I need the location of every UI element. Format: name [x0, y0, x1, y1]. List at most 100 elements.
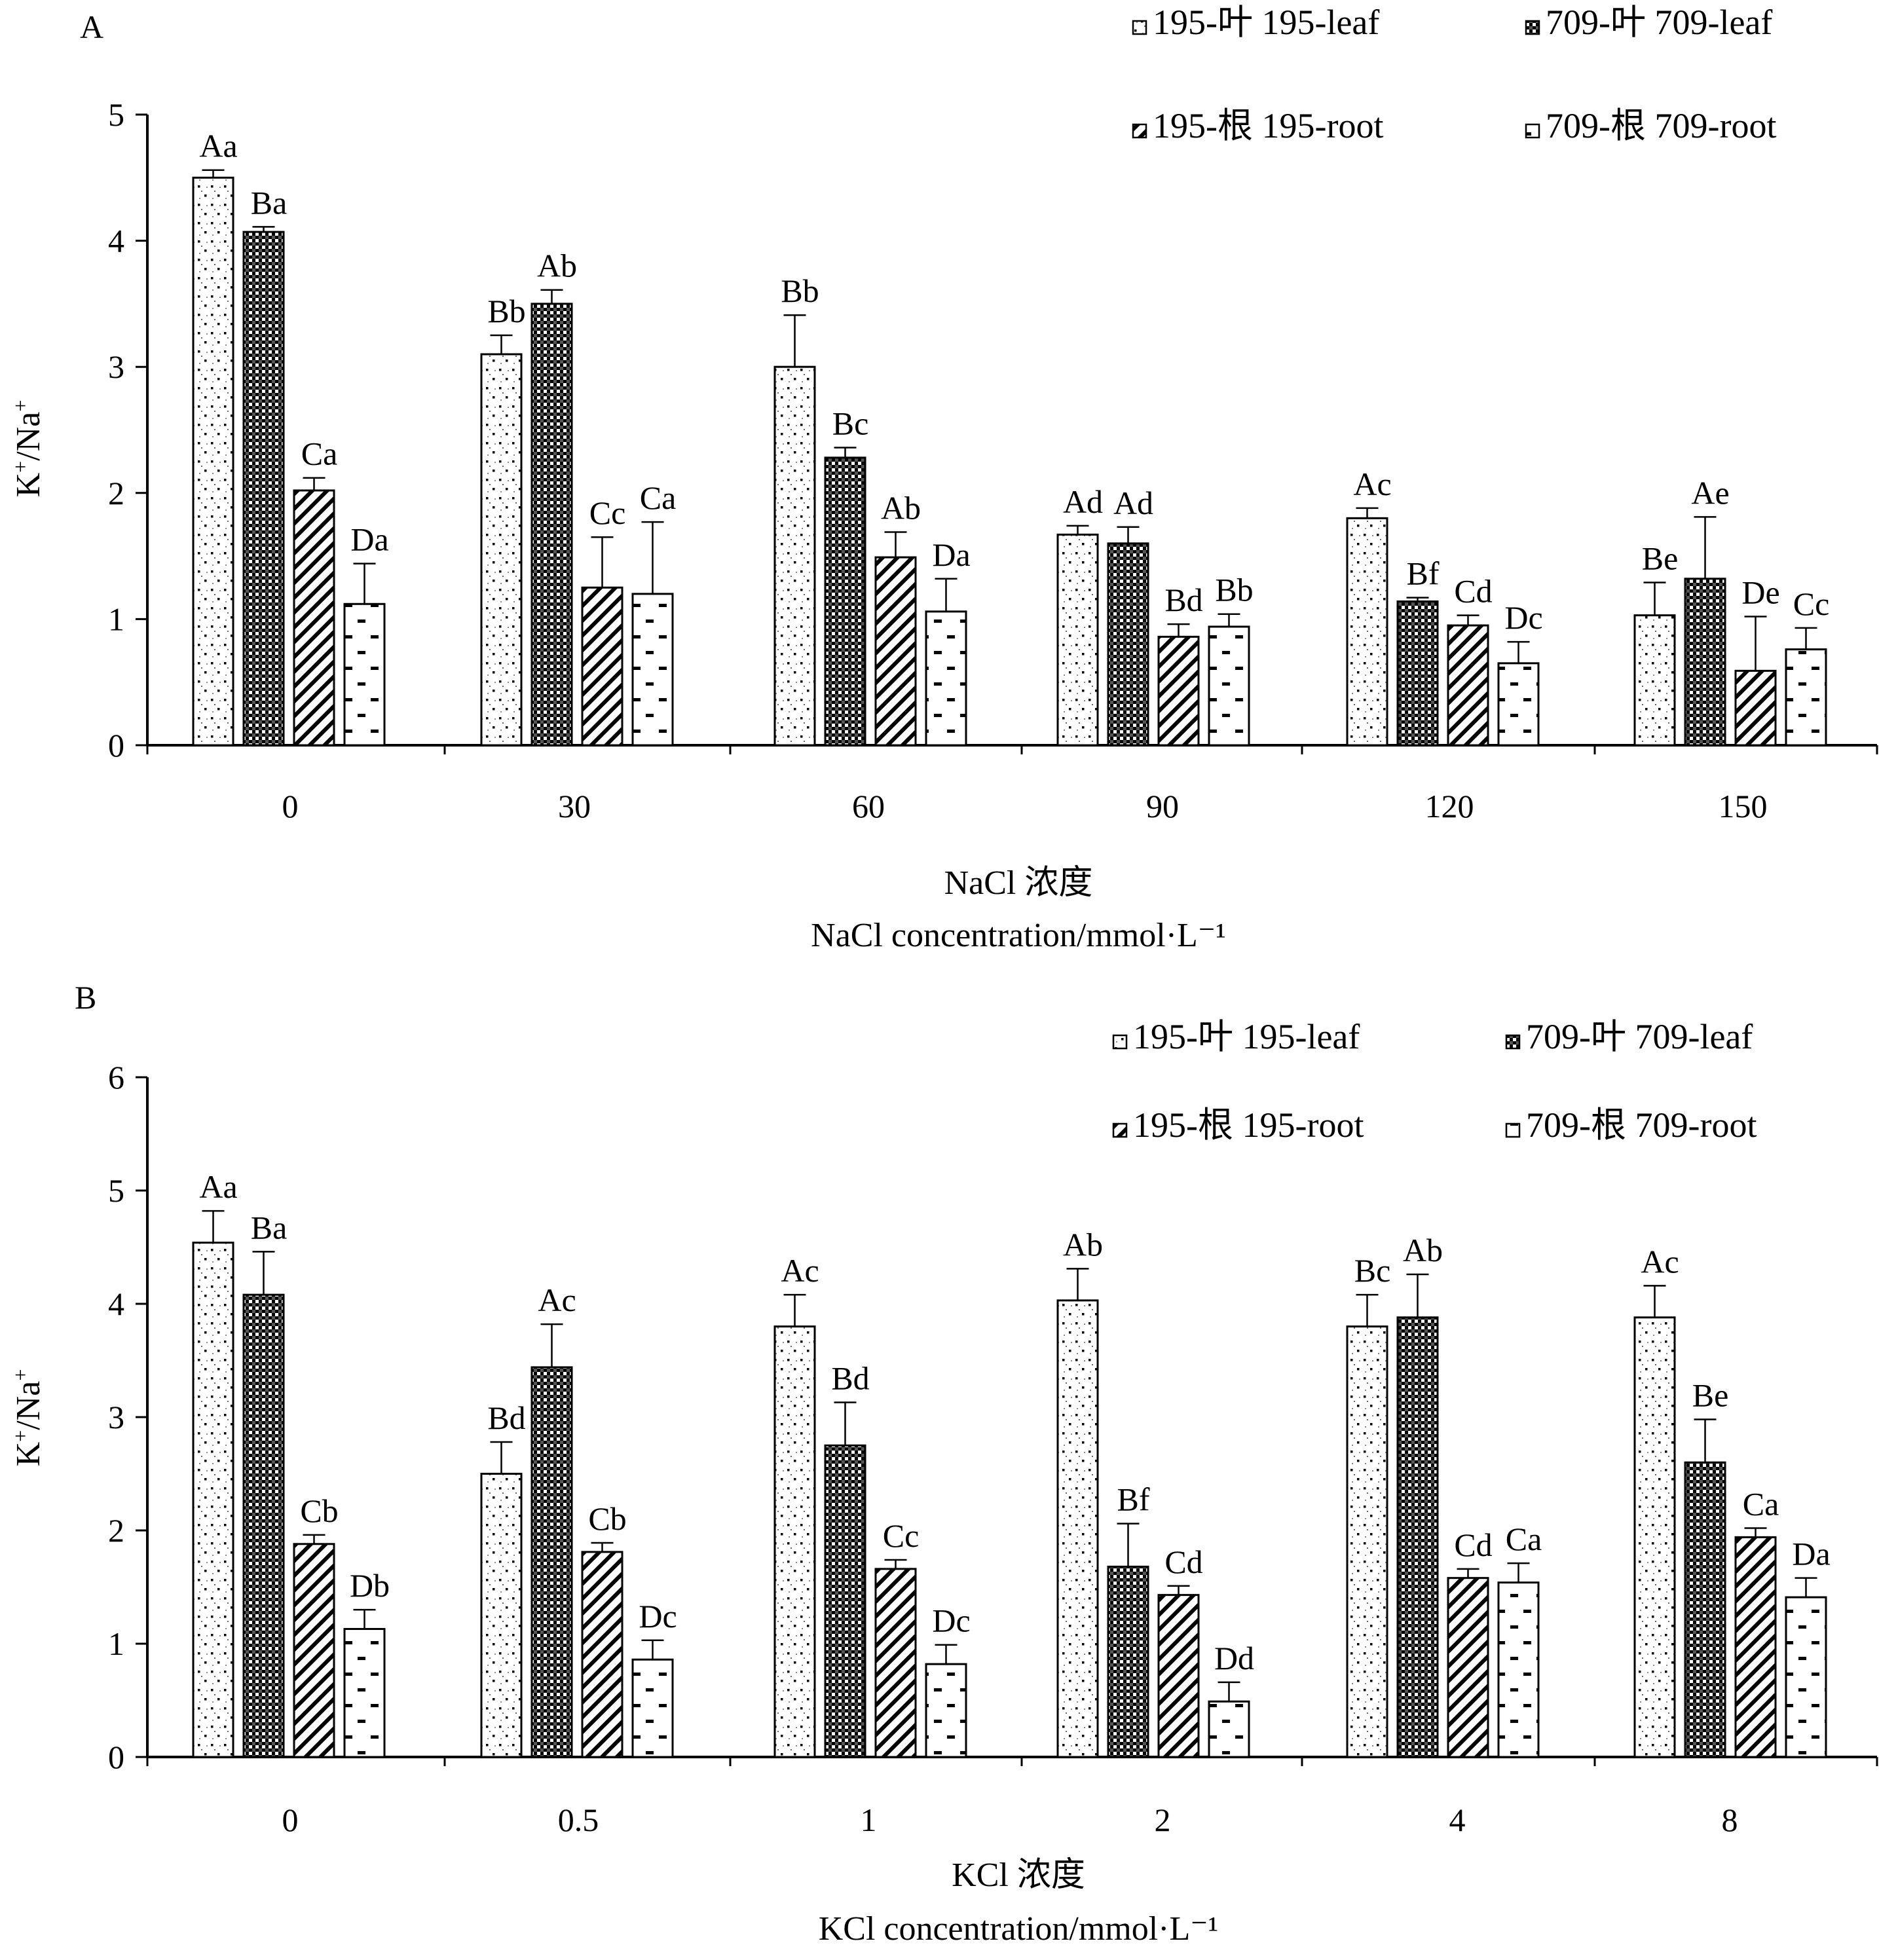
panel-a-legend-label-195-root: 195-根 195-root [1153, 106, 1383, 145]
panel-b-significance-label: Da [1792, 1536, 1830, 1572]
panel-a-bar-709-leaf-90 [1107, 542, 1149, 747]
panel-b-x-ticks: 0 0.5 1 2 4 8 [146, 1757, 1878, 1838]
panel-b-bar-709-leaf-0.5 [530, 1366, 573, 1758]
panel-b-significance-label: Ab [1063, 1226, 1103, 1263]
panel-a-legend-swatch-195-root [1132, 123, 1147, 139]
panel-b-legend-label-195-leaf: 195-叶 195-leaf [1133, 1017, 1360, 1056]
panel-b-bar-195-root-1 [874, 1568, 917, 1758]
panel-a-legend-label-709-root: 709-根 709-root [1546, 106, 1776, 145]
panel-b-significance-label: Bd [487, 1399, 525, 1436]
panel-b-bar-709-root-0.5 [631, 1658, 674, 1758]
panel-b-bar-709-root-2 [1208, 1700, 1250, 1758]
panel-a-x-tick-label: 150 [1719, 788, 1768, 824]
panel-b-bar-709-root-0 [343, 1628, 386, 1758]
panel-a-bar-195-root-60 [874, 556, 917, 747]
panel-a-x-ticks: 0 30 60 90 120 150 [146, 745, 1878, 824]
panel-a-bar-709-root-120 [1497, 662, 1540, 747]
panel-a-significance-label: Ad [1063, 483, 1103, 520]
panel-b-significance-label: Cb [300, 1492, 338, 1529]
panel-a-y-tick-label: 5 [108, 96, 124, 133]
panel-a-y-tick-label: 4 [108, 223, 124, 259]
panel-b-legend-label-195-root: 195-根 195-root [1133, 1105, 1364, 1145]
panel-a-legend-swatch-195-leaf [1132, 20, 1147, 35]
panel-a-significance-label: Ab [881, 490, 921, 527]
panel-b-y-tick-label: 6 [108, 1059, 124, 1096]
panel-b-bars: Aa Ba Cb Db Bd Ac Cb Dc Ac Bd Cc Dc Ab Bf Cd Dd Bc Ab Cd Ca… [192, 1168, 1831, 1758]
panel-a-bar-195-root-120 [1447, 624, 1489, 747]
panel-a-significance-label: Ca [640, 479, 677, 516]
panel-a-significance-label: Ca [301, 435, 338, 472]
panel-a-x-axis-title-en: NaCl concentration/mmol·L⁻¹ [811, 917, 1226, 954]
panel-b-x-tick-label: 4 [1449, 1802, 1466, 1838]
panel-a-significance-label: Bb [487, 293, 525, 329]
panel-b-label: B [75, 979, 96, 1016]
panel-b-bar-195-leaf-8 [1633, 1316, 1676, 1758]
panel-a-significance-label: Da [932, 536, 970, 573]
panel-b-y-ticks: 0 1 2 3 4 5 6 [108, 1059, 147, 1775]
panel-b-bar-195-root-0 [293, 1543, 335, 1758]
panel-b-significance-label: Be [1692, 1377, 1729, 1413]
panel-a-significance-label: Be [1642, 540, 1679, 577]
panel-a-y-tick-label: 3 [108, 348, 124, 385]
panel-b-bar-709-leaf-4 [1396, 1316, 1439, 1758]
panel-a-legend-swatch-709-leaf [1525, 20, 1540, 35]
panel-b-x-tick-label: 8 [1722, 1802, 1738, 1838]
panel-b-bar-195-root-4 [1447, 1577, 1489, 1758]
panel-b-significance-label: Bd [831, 1360, 869, 1397]
panel-b-significance-label: Ac [781, 1252, 819, 1289]
panel-a-y-axis-title: K+/Na+ [9, 400, 47, 498]
panel-a-legend: 195-叶 195-leaf 709-叶 709-leaf 195-根 195-ro… [1132, 3, 1776, 145]
panel-a: A 0 1 2 3 4 5 0 30 60 90 120 150 Aa Ba Ca Da Bb Ab Cc Ca B… [9, 3, 1878, 954]
panel-a-x-tick-label: 60 [852, 788, 885, 824]
panel-b-x-tick-label: 0.5 [558, 1802, 599, 1838]
panel-b: B 0 1 2 3 4 5 6 0 0.5 1 2 4 8 Aa Ba Cb Db Bd Ac Cb Dc Ac Bd C… [9, 979, 1878, 1948]
panel-b-x-tick-label: 2 [1155, 1802, 1171, 1838]
panel-b-significance-label: Dd [1214, 1640, 1254, 1676]
panel-a-bar-195-root-0 [293, 489, 335, 747]
panel-b-significance-label: Ba [251, 1209, 288, 1246]
panel-b-bar-195-root-2 [1157, 1594, 1200, 1758]
panel-b-significance-label: Dc [932, 1602, 970, 1639]
panel-a-significance-label: Bb [1215, 572, 1253, 608]
panel-b-bar-195-leaf-0.5 [480, 1473, 523, 1758]
panel-a-significance-label: Ba [251, 184, 288, 221]
panel-b-significance-label: Cd [1454, 1526, 1492, 1563]
panel-a-x-tick-label: 30 [558, 788, 591, 824]
panel-a-y-ticks: 0 1 2 3 4 5 [108, 96, 147, 764]
panel-a-significance-label: Bd [1164, 582, 1202, 618]
panel-b-significance-label: Cd [1164, 1544, 1202, 1580]
panel-a-legend-swatch-709-root [1525, 123, 1540, 139]
panel-a-significance-label: Dc [1504, 599, 1542, 636]
panel-a-bar-195-root-30 [581, 586, 623, 747]
panel-a-bar-195-leaf-30 [480, 353, 523, 747]
panel-a-bar-195-leaf-90 [1056, 533, 1099, 747]
panel-b-y-tick-label: 1 [108, 1625, 124, 1662]
panel-a-significance-label: De [1741, 574, 1779, 611]
panel-b-bar-709-leaf-0 [242, 1293, 285, 1758]
panel-a-significance-label: Ac [1353, 466, 1391, 502]
panel-a-significance-label: Ae [1691, 474, 1729, 511]
panel-a-bar-195-root-90 [1157, 635, 1200, 747]
panel-a-bars: Aa Ba Ca Da Bb Ab Cc Ca Bb Bc Ab Da Ad Ad Bd Bb Ac Bf Cd Dc… [192, 128, 1829, 747]
panel-b-significance-label: Ab [1403, 1232, 1443, 1268]
panel-a-bar-195-leaf-60 [773, 365, 816, 747]
panel-b-x-tick-label: 0 [282, 1802, 299, 1838]
panel-b-bar-195-leaf-1 [773, 1325, 816, 1758]
panel-a-significance-label: Ab [537, 248, 577, 284]
panel-b-y-tick-label: 3 [108, 1399, 124, 1435]
panel-a-legend-label-709-leaf: 709-叶 709-leaf [1546, 3, 1772, 42]
panel-a-x-tick-label: 90 [1146, 788, 1179, 824]
panel-b-significance-label: Bf [1117, 1481, 1150, 1518]
panel-b-bar-709-leaf-1 [824, 1444, 866, 1758]
panel-a-x-tick-label: 120 [1425, 788, 1474, 824]
panel-b-significance-label: Cb [588, 1500, 626, 1537]
panel-b-y-tick-label: 0 [108, 1739, 124, 1775]
panel-b-y-axis-title: K+/Na+ [9, 1369, 47, 1467]
panel-b-bar-709-root-8 [1785, 1596, 1827, 1758]
panel-b-significance-label: Ac [1641, 1243, 1679, 1280]
panel-b-bar-709-root-1 [925, 1663, 967, 1758]
panel-a-bar-709-root-60 [925, 610, 967, 747]
panel-a-significance-label: Ad [1113, 485, 1153, 521]
panel-b-significance-label: Cc [883, 1517, 920, 1554]
panel-b-y-tick-label: 5 [108, 1172, 124, 1209]
